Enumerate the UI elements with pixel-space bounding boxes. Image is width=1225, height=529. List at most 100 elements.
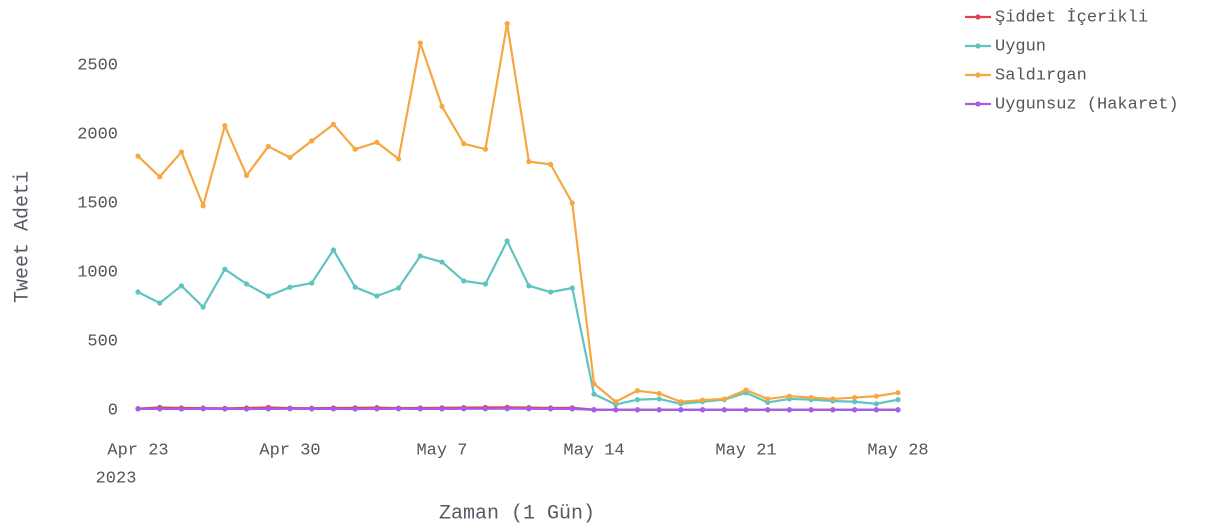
series-point [743, 407, 749, 413]
x-tick-label: May 14 [563, 441, 624, 460]
series-point [547, 289, 554, 295]
series-point [395, 285, 402, 291]
y-axis-title: Tweet Adeti [11, 171, 34, 303]
series-point [330, 121, 337, 127]
legend-marker [975, 101, 981, 107]
series-point [873, 407, 879, 413]
series-point [482, 406, 489, 412]
series-point [374, 139, 380, 145]
series-point [504, 406, 510, 412]
series-point [873, 401, 879, 407]
y-tick-label: 1500 [77, 194, 118, 213]
series-point [374, 293, 380, 299]
series-point [569, 406, 575, 412]
series-point [157, 300, 163, 306]
series-point [200, 406, 206, 412]
series-point [157, 174, 163, 180]
series-point [222, 123, 228, 129]
y-tick-label: 2000 [77, 125, 118, 144]
series-point [765, 396, 771, 402]
series-point [699, 397, 706, 403]
series-point [569, 200, 575, 206]
y-tick-label: 0 [108, 401, 118, 420]
series-point [439, 103, 445, 109]
legend-label: Saldırgan [995, 66, 1087, 85]
series-point [178, 406, 185, 412]
series-point [222, 406, 228, 412]
series-point [482, 281, 489, 287]
series-point [395, 406, 402, 412]
series-point [135, 153, 141, 159]
series-point [287, 284, 293, 290]
series-point [200, 203, 206, 209]
series-point [504, 238, 510, 244]
series-point [461, 278, 467, 284]
series-point [309, 280, 315, 286]
series-point [330, 247, 337, 253]
series-point [330, 406, 337, 412]
series-point [808, 394, 814, 401]
series-point [591, 407, 597, 413]
series-point [243, 172, 250, 178]
series-point [135, 289, 141, 295]
series-point [504, 21, 510, 27]
series-point [786, 407, 793, 413]
series-point [895, 397, 901, 403]
series-line [137, 22, 899, 403]
series-point [200, 304, 206, 310]
series-line [138, 407, 898, 411]
series-point [895, 407, 901, 413]
series-point [721, 407, 727, 413]
series-point [243, 406, 250, 412]
series-point [461, 406, 467, 412]
series-point [786, 393, 793, 399]
series-point [395, 156, 402, 162]
series-point [656, 396, 662, 402]
series-point [656, 390, 662, 397]
series-point [309, 138, 315, 144]
series-point [309, 406, 315, 412]
series-point [352, 406, 358, 412]
x-tick-label: May 21 [715, 441, 776, 460]
legend-marker [975, 43, 981, 49]
x-tick-label: Apr 30 [259, 441, 320, 460]
series-point [265, 143, 271, 150]
x-year-label: 2023 [96, 469, 137, 488]
legend-label: Uygun [995, 37, 1046, 56]
y-tick-label: 2500 [77, 56, 118, 75]
series-point [265, 293, 271, 299]
series-point [678, 399, 684, 405]
legend-label: Şiddet İçerikli [995, 7, 1148, 27]
series-point [547, 406, 554, 412]
series-point [526, 406, 532, 412]
legend-label: Uygunsuz (Hakaret) [995, 95, 1179, 114]
series-point [851, 394, 858, 401]
series-point [374, 406, 380, 412]
y-tick-label: 500 [87, 332, 118, 351]
series-point [417, 40, 423, 46]
series-point [439, 406, 445, 412]
x-tick-label: May 28 [867, 441, 928, 460]
series-point [851, 399, 858, 405]
series-point [178, 283, 185, 289]
series-point [352, 284, 358, 290]
series-point [439, 259, 445, 265]
series-point [721, 396, 727, 402]
series-point [634, 397, 641, 403]
series-point [830, 396, 836, 402]
series-point [287, 154, 293, 161]
series-point [656, 407, 662, 413]
series-point [287, 406, 293, 412]
series-point [699, 407, 706, 413]
series-point [547, 161, 554, 167]
legend-marker [975, 72, 981, 78]
series-point [591, 381, 597, 387]
x-tick-label: Apr 23 [107, 441, 168, 460]
series-point [873, 393, 879, 399]
series-point [569, 285, 575, 291]
series-point [526, 159, 532, 165]
y-tick-label: 1000 [77, 263, 118, 282]
series-point [417, 253, 423, 259]
series-point [222, 266, 228, 272]
